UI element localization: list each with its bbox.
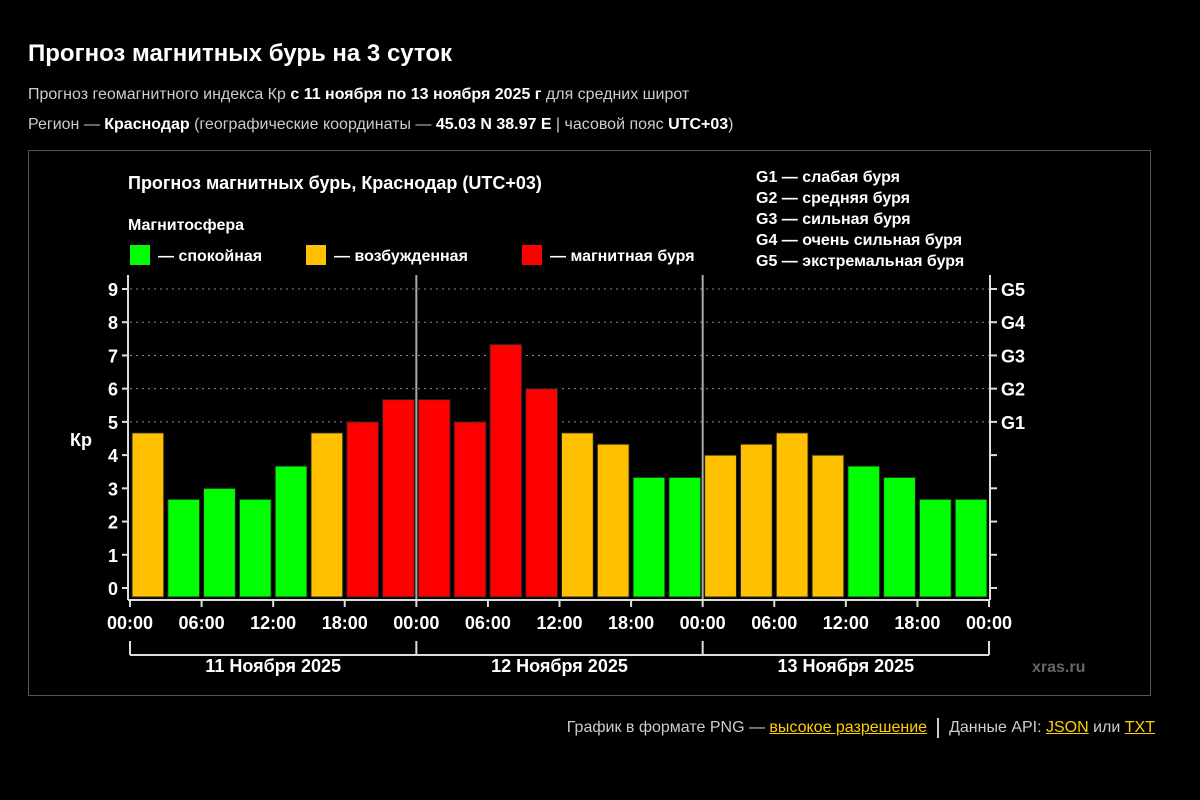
y-tick-label: 5 [108, 413, 118, 433]
g-tick-label: G5 [1001, 280, 1025, 300]
g-legend-item: G3 — сильная буря [756, 211, 911, 228]
y-tick-label: 7 [108, 346, 118, 366]
g-tick-label: G1 [1001, 413, 1025, 433]
kp-bar [274, 465, 308, 598]
json-link[interactable]: JSON [1046, 719, 1089, 737]
g-tick-label: G4 [1001, 313, 1025, 333]
region-mid2: | часовой пояс [551, 116, 669, 133]
y-tick-label: 4 [108, 446, 118, 466]
x-tick-label: 00:00 [966, 613, 1012, 633]
g-legend-item: G2 — средняя буря [756, 190, 910, 207]
x-tick-label: 00:00 [680, 613, 726, 633]
region-city: Краснодар [104, 116, 190, 133]
kp-bar [238, 498, 272, 598]
region-tz: UTC+03 [668, 116, 729, 133]
x-tick-label: 18:00 [322, 613, 368, 633]
kp-bar [203, 487, 236, 598]
kp-bar [632, 476, 666, 598]
legend-swatch [306, 245, 326, 265]
kp-bar [775, 432, 809, 598]
kp-bar [346, 421, 380, 598]
legend-swatch [522, 245, 542, 265]
kp-bar [847, 465, 881, 598]
day-label: 13 Ноября 2025 [777, 656, 914, 676]
g-legend-item: G4 — очень сильная буря [756, 232, 962, 249]
y-tick-label: 6 [108, 380, 118, 400]
kp-bar [596, 443, 630, 598]
legend-title: Магнитосфера [128, 217, 244, 234]
day-label: 12 Ноября 2025 [491, 656, 628, 676]
region-coords: 45.03 N 38.97 E [435, 116, 552, 133]
x-tick-label: 06:00 [179, 613, 225, 633]
kp-bar [918, 498, 952, 598]
y-tick-label: 3 [108, 479, 118, 499]
region-post: ) [728, 116, 734, 133]
kp-bar [167, 498, 201, 598]
kp-bar [525, 388, 558, 598]
kp-bar [954, 498, 988, 598]
g-tick-label: G3 [1001, 346, 1025, 366]
x-tick-label: 12:00 [250, 613, 296, 633]
kp-bar [668, 476, 702, 598]
txt-link[interactable]: TXT [1124, 719, 1155, 737]
page-title: Прогноз магнитных бурь на 3 суток [28, 40, 453, 67]
y-tick-label: 2 [108, 513, 118, 533]
kp-bar [883, 476, 916, 598]
region-line: Регион — Краснодар (географические коорд… [28, 116, 733, 134]
x-tick-label: 06:00 [751, 613, 797, 633]
footer: График в формате PNG — высокое разрешени… [567, 718, 1155, 738]
chart-frame [28, 150, 1151, 696]
or-text: или [1088, 719, 1125, 737]
legend-label: — спокойная [158, 248, 262, 265]
x-tick-label: 06:00 [465, 613, 511, 633]
x-tick-label: 18:00 [608, 613, 654, 633]
kp-bar [382, 399, 415, 598]
x-tick-label: 00:00 [393, 613, 439, 633]
y-tick-label: 9 [108, 280, 118, 300]
kp-bar [453, 421, 487, 598]
kp-bar [310, 432, 344, 598]
legend-label: — возбужденная [334, 248, 468, 265]
kp-bar [489, 343, 523, 598]
kp-bar [561, 432, 594, 598]
x-tick-label: 12:00 [536, 613, 582, 633]
subtitle-pre: Прогноз геомагнитного индекса Кр [28, 86, 291, 103]
separator [937, 718, 940, 738]
subtitle-dates: с 11 ноября по 13 ноября 2025 г [290, 86, 542, 103]
region-pre: Регион — [28, 116, 105, 133]
chart-title: Прогноз магнитных бурь, Краснодар (UTC+0… [128, 173, 542, 193]
y-tick-label: 1 [108, 546, 118, 566]
png-text: График в формате PNG — [566, 719, 770, 737]
subtitle-post: для средних широт [541, 86, 690, 103]
kp-bar [417, 399, 451, 598]
high-res-link[interactable]: высокое разрешение [769, 719, 928, 737]
g-legend-item: G5 — экстремальная буря [756, 253, 964, 270]
legend-swatch [130, 245, 150, 265]
x-tick-label: 12:00 [823, 613, 869, 633]
y-axis-label: Кр [70, 430, 92, 450]
x-tick-label: 18:00 [894, 613, 940, 633]
legend-label: — магнитная буря [550, 248, 695, 265]
region-mid: (географические координаты — [189, 116, 436, 133]
y-tick-label: 8 [108, 313, 118, 333]
watermark: xras.ru [1032, 659, 1085, 676]
kp-bar [131, 432, 165, 598]
y-tick-label: 0 [108, 579, 118, 599]
x-tick-label: 00:00 [107, 613, 153, 633]
kp-bar [739, 443, 773, 598]
g-legend-item: G1 — слабая буря [756, 169, 900, 186]
kp-bar [811, 454, 845, 598]
kp-bar [704, 454, 737, 598]
g-tick-label: G2 [1001, 380, 1025, 400]
day-label: 11 Ноября 2025 [205, 656, 341, 676]
api-text: Данные API: [949, 719, 1046, 737]
forecast-subtitle: Прогноз геомагнитного индекса Кр с 11 но… [28, 86, 689, 104]
